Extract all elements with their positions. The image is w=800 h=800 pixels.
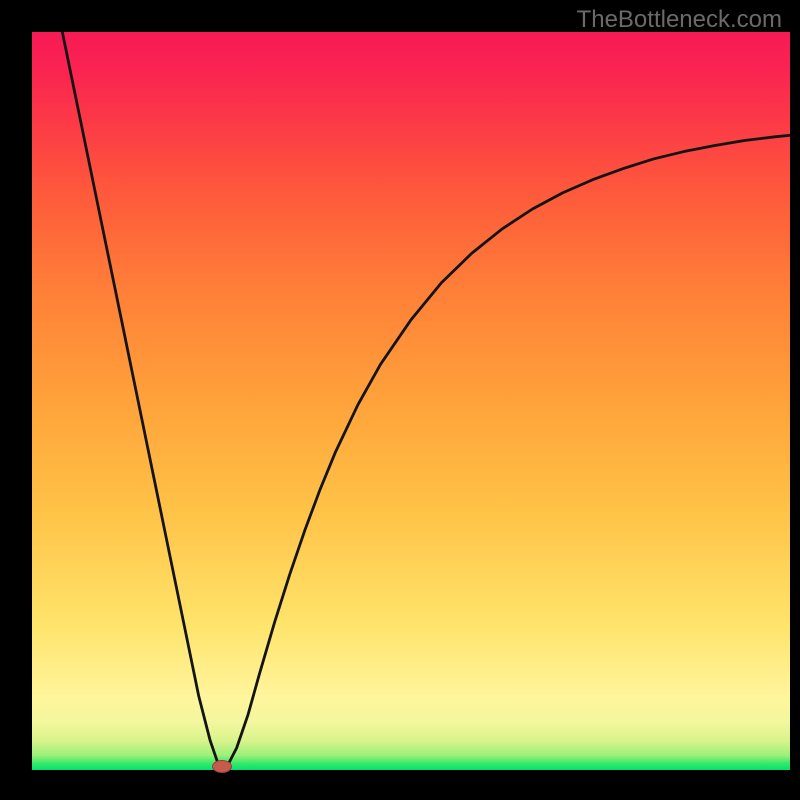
watermark-label: TheBottleneck.com	[577, 6, 782, 34]
bottleneck-curve	[32, 32, 790, 770]
chart-root: TheBottleneck.com	[0, 0, 800, 800]
min-marker	[212, 760, 232, 773]
plot-area	[32, 32, 790, 770]
